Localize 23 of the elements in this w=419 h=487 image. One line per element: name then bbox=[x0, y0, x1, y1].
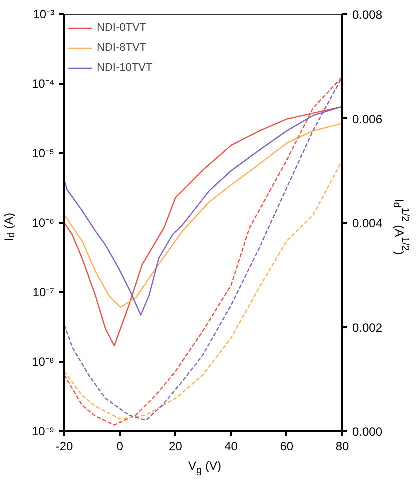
x-tick-label: 60 bbox=[280, 440, 294, 454]
y-tick-label: 10⁻³ bbox=[33, 8, 55, 22]
x-tick-label: 20 bbox=[169, 440, 183, 454]
y2-tick-label: 0.000 bbox=[352, 425, 383, 439]
x-tick-label: 80 bbox=[336, 440, 350, 454]
y-tick-label: 10⁻⁸ bbox=[32, 355, 55, 369]
x-tick-label: 0 bbox=[116, 440, 124, 454]
line-series bbox=[64, 160, 342, 420]
y2-tick-label: 0.008 bbox=[352, 8, 383, 22]
y-tick-label: 10⁻⁵ bbox=[32, 146, 55, 160]
x-tick-label: -20 bbox=[56, 440, 74, 454]
y2-tick-label: 0.002 bbox=[352, 320, 383, 335]
y-tick-label: 10⁻⁶ bbox=[32, 216, 55, 230]
y-tick-label: 10⁻⁷ bbox=[32, 286, 55, 300]
xlabel: V$_{g}$ (V) bbox=[188, 458, 222, 478]
legend-label: NDI-0TVT bbox=[97, 22, 146, 34]
legend-label: NDI-8TVT bbox=[97, 42, 146, 54]
y-tick-label: 10⁻⁹ bbox=[32, 424, 55, 438]
y-tick-label: 10⁻⁴ bbox=[32, 77, 55, 91]
x-tick-label: 40 bbox=[224, 440, 238, 454]
legend-label: NDI-10TVT bbox=[97, 62, 153, 74]
y2-tick-label: 0.006 bbox=[352, 112, 383, 126]
y2-tick-label: 0.004 bbox=[352, 216, 383, 230]
